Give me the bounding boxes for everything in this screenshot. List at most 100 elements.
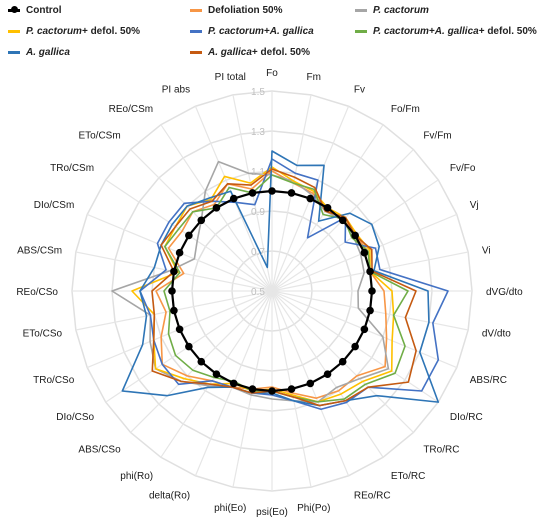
series-point [323, 370, 332, 378]
axis-label: phi(Eo) [214, 503, 246, 514]
series-point [185, 231, 193, 240]
legend-label: A. gallica [208, 46, 252, 58]
axis-label: dV/dto [482, 329, 511, 340]
legend-label: P. cactorum [373, 4, 429, 16]
axis-label: DIo/RC [450, 412, 483, 423]
series-point [338, 216, 347, 225]
legend-swatch [190, 50, 202, 54]
radial-tick-label: 1.5 [251, 87, 265, 98]
series-point [287, 385, 296, 393]
axis-label: ABS/CSo [78, 444, 121, 455]
radial-tick-label: 1.3 [251, 127, 265, 138]
series-point [323, 204, 332, 212]
legend-swatch [355, 29, 367, 33]
series-point [248, 189, 257, 197]
legend-swatch [8, 5, 20, 13]
legend-swatch [190, 29, 202, 33]
legend-marker [11, 5, 18, 13]
series-line [155, 170, 388, 399]
series-point [368, 287, 376, 295]
axis-label: REo/CSo [16, 287, 58, 298]
chart-legend: Control Defoliation 50% P. cactorum P. cact… [0, 0, 550, 62]
legend-swatch [190, 8, 202, 12]
axis-label: REo/RC [354, 491, 391, 502]
legend-label: Defoliation 50% [208, 4, 283, 16]
series-point [360, 248, 369, 257]
series-point [306, 194, 315, 203]
series-point [360, 325, 369, 334]
series-point [185, 342, 193, 351]
series-line [139, 158, 449, 411]
axis-label: Fv [354, 84, 365, 95]
legend-item: Control [8, 2, 62, 18]
axis-label: psi(Eo) [256, 507, 288, 518]
axis-label: ETo/CSm [78, 131, 120, 142]
legend-label: A. gallica [434, 25, 479, 37]
series-point [229, 194, 238, 203]
legend-label: + defol. 50% [251, 46, 310, 58]
legend-label: A. gallica [26, 46, 70, 58]
axis-label: Fm [307, 72, 321, 83]
series-point [168, 287, 176, 295]
legend-label: P. cactorum [26, 25, 82, 37]
series-point [351, 231, 359, 240]
series-point [248, 385, 257, 393]
series-point [197, 357, 206, 366]
axis-label: ABS/CSm [17, 245, 62, 256]
axis-label: Fv/Fm [423, 131, 451, 142]
legend-item: P. cactorum [355, 2, 429, 18]
radial-tick-label: 0.9 [251, 207, 265, 218]
legend-item: A. gallica [8, 44, 70, 60]
series-point [351, 342, 359, 351]
legend-label: P. cactorum [373, 25, 429, 37]
axis-label: dVG/dto [486, 287, 523, 298]
series-point [366, 267, 374, 276]
axis-label: ETo/CSo [23, 329, 63, 340]
series-point [212, 204, 221, 212]
series-point [170, 306, 178, 315]
axis-label: DIo/CSm [34, 200, 75, 211]
legend-label: + defol. 50% [478, 25, 537, 37]
series-point [175, 325, 184, 334]
axis-label: REo/CSm [109, 104, 153, 115]
legend-label: + [263, 25, 270, 37]
legend-label: P. cactorum [208, 25, 264, 37]
legend-item: Defoliation 50% [190, 2, 282, 18]
legend-label: + defol. 50% [81, 25, 141, 37]
axis-label: Fv/Fo [450, 163, 476, 174]
axis-label: phi(Ro) [120, 471, 153, 482]
legend-swatch [8, 29, 20, 33]
legend-swatch [355, 8, 367, 12]
series-point [175, 248, 184, 257]
axis-label: Phi(Po) [297, 503, 330, 514]
legend-label: A. gallica [269, 25, 314, 37]
legend-item: P. cactorum + A. gallica [190, 23, 314, 39]
axis-label: TRo/CSo [33, 375, 75, 386]
series-point [268, 387, 276, 395]
axis-label: TRo/RC [423, 444, 459, 455]
series-point [287, 189, 296, 197]
legend-item: P. cactorum + defol. 50% [8, 23, 140, 39]
legend-item: P. cactorum + A. gallica + defol. 50% [355, 23, 537, 39]
legend-swatch [8, 50, 20, 54]
radial-tick-label: 1.1 [251, 167, 265, 178]
axis-label: Fo [266, 68, 278, 79]
legend-label: Control [26, 4, 62, 16]
series-point [212, 370, 221, 378]
radial-tick-label: 0.7 [251, 247, 265, 258]
axis-label: DIo/CSo [56, 412, 94, 423]
series-point [229, 379, 238, 388]
series-point [268, 187, 276, 195]
axis-label: PI abs [162, 84, 190, 95]
radial-tick-label: 0.5 [251, 287, 265, 298]
legend-label: + [428, 25, 435, 37]
series-line [111, 160, 390, 403]
axis-label: ABS/RC [470, 375, 507, 386]
axis-label: Vj [470, 200, 479, 211]
series-point [306, 379, 315, 388]
axis-label: ETo/RC [391, 471, 425, 482]
legend-item: A. gallica + defol. 50% [190, 44, 310, 60]
axis-label: PI total [215, 72, 246, 83]
series-point [170, 267, 178, 276]
